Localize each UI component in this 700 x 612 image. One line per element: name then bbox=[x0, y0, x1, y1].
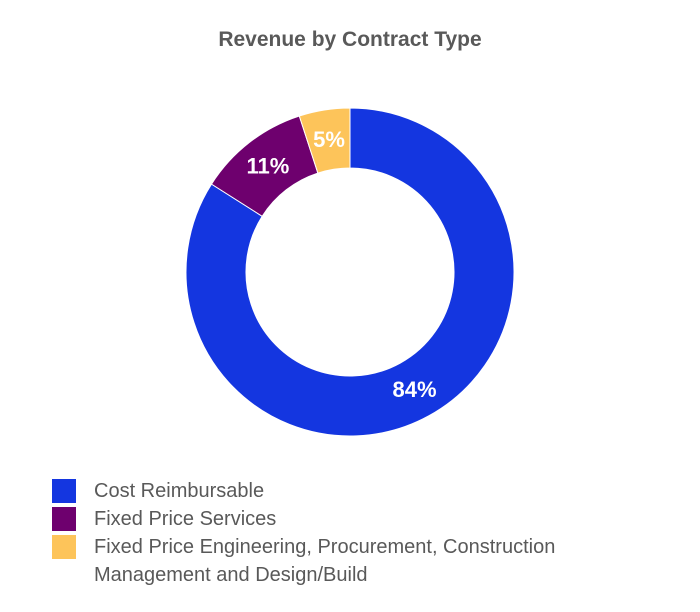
legend-item-fixed-price-epc: Fixed Price Engineering, Procurement, Co… bbox=[52, 533, 672, 589]
legend-swatch-fixed-price-services bbox=[52, 507, 76, 531]
data-label-fixed-price-services: 11% bbox=[246, 154, 289, 179]
data-label-cost-reimbursable: 84% bbox=[393, 377, 437, 402]
legend: Cost Reimbursable Fixed Price Services F… bbox=[52, 477, 672, 589]
chart-title: Revenue by Contract Type bbox=[218, 28, 482, 51]
slice-cost-reimbursable bbox=[185, 107, 515, 437]
legend-label-cost-reimbursable: Cost Reimbursable bbox=[94, 480, 265, 502]
data-label-fixed-price-engineering-procurement-construction-management-and-design-build: 5% bbox=[313, 127, 345, 152]
legend-swatch-fixed-price-epc bbox=[52, 535, 76, 559]
legend-label-fixed-price-services: Fixed Price Services bbox=[94, 508, 277, 530]
legend-swatch-cost-reimbursable bbox=[52, 479, 76, 503]
legend-item-fixed-price-services: Fixed Price Services bbox=[52, 505, 672, 533]
slice-fixed-price-engineering-procurement-construction-management-and-design-build bbox=[298, 107, 351, 174]
legend-label-fixed-price-epc: Fixed Price Engineering, Procurement, Co… bbox=[94, 536, 556, 586]
legend-item-cost-reimbursable: Cost Reimbursable bbox=[52, 477, 672, 505]
